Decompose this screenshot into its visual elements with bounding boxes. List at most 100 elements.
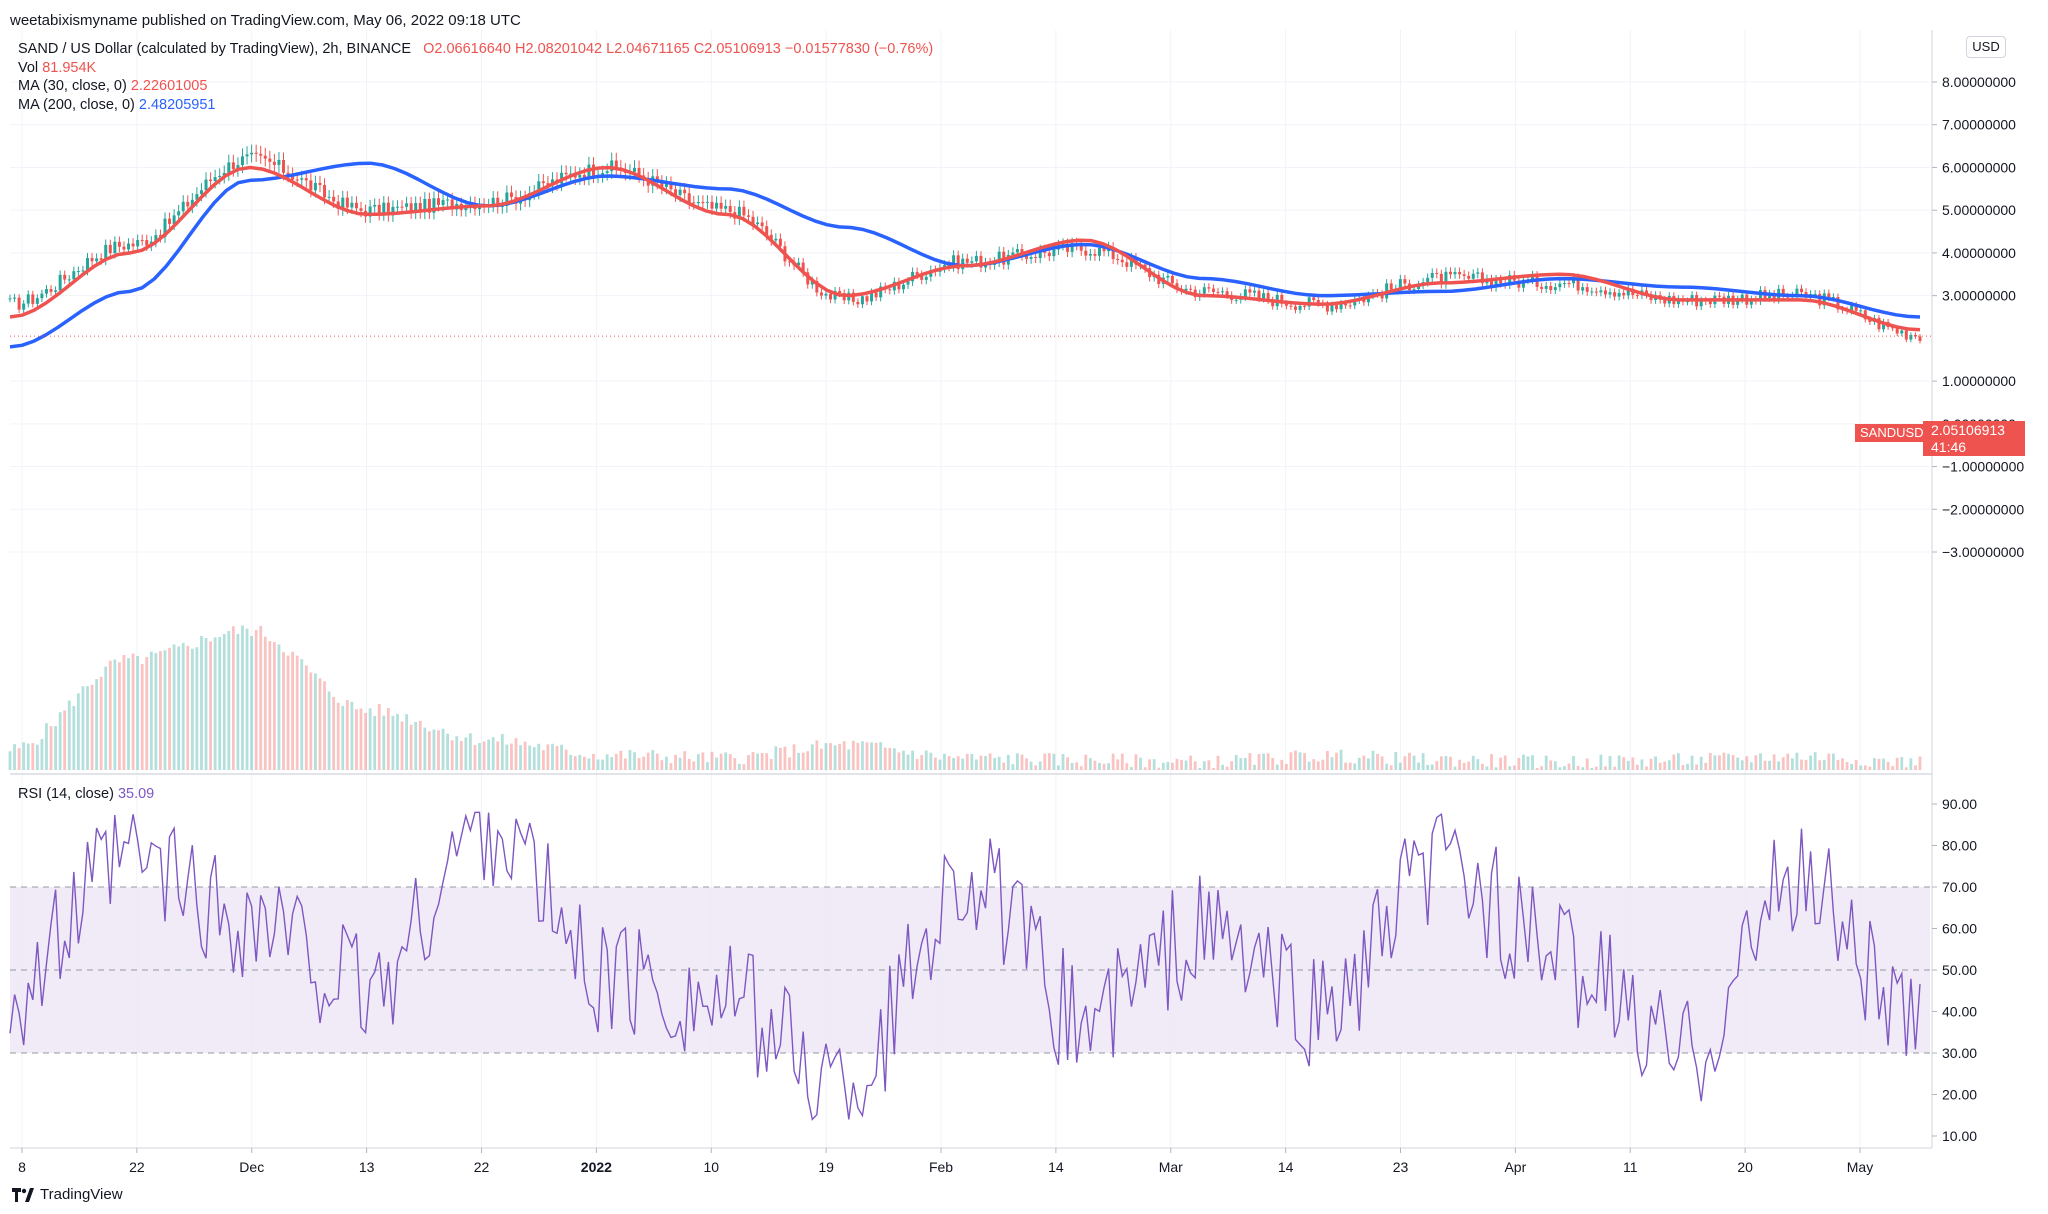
volume-bar [1426, 764, 1430, 770]
candle-body [1494, 279, 1498, 288]
candle-body [1740, 294, 1744, 300]
volume-bar [295, 655, 299, 770]
candle-body [1877, 317, 1881, 330]
volume-bar [26, 743, 30, 770]
candle-body [409, 203, 413, 213]
candle-body [1831, 297, 1835, 299]
volume-bar [965, 753, 969, 770]
volume-bar [1626, 760, 1630, 770]
candle-body [1280, 294, 1284, 304]
candle-body [774, 238, 778, 241]
volume-bar [1708, 752, 1712, 770]
symbol-title[interactable]: SAND / US Dollar (calculated by TradingV… [18, 41, 411, 57]
candle-body [427, 198, 431, 213]
volume-bar [573, 756, 577, 770]
volume-bar [45, 723, 48, 770]
volume-bar [637, 758, 641, 770]
volume-bar [906, 754, 910, 770]
candle-body [769, 234, 773, 241]
volume-bar [888, 747, 892, 770]
volume-bar [546, 744, 550, 770]
volume-bar [1772, 754, 1776, 770]
candle-body [1380, 293, 1384, 299]
currency-button[interactable]: USD [1966, 36, 2006, 58]
volume-bar [1134, 754, 1138, 770]
time-tick-label: 22 [474, 1159, 490, 1175]
volume-bar [140, 664, 144, 770]
candle-body [1581, 287, 1585, 291]
volume-bar [1763, 760, 1767, 770]
volume-bar [1271, 757, 1275, 770]
volume-bar [911, 750, 914, 770]
volume-bar [291, 651, 295, 770]
volume-bar [1914, 765, 1917, 770]
candle-body [956, 255, 960, 270]
candle-body [1476, 272, 1480, 274]
volume-bar [737, 763, 741, 770]
volume-bar [17, 748, 21, 770]
candle-body [1786, 296, 1790, 298]
volume-bar [172, 644, 176, 770]
volume-bar [1125, 763, 1129, 770]
low-value: L2.04671165 [606, 41, 690, 57]
volume-bar [733, 758, 737, 770]
volume-bar [1002, 762, 1006, 770]
volume-bar [195, 647, 199, 770]
volume-bar [1831, 753, 1835, 770]
candle-body [1248, 289, 1252, 293]
volume-bar [441, 728, 445, 770]
volume-bar [952, 758, 956, 770]
candle-body [1772, 293, 1776, 300]
ma200-row[interactable]: MA (200, close, 0) 2.48205951 [18, 96, 933, 115]
candle-body [1521, 279, 1525, 288]
volume-bar [1107, 763, 1110, 770]
volume-bar [1640, 759, 1644, 770]
volume-bar [1745, 756, 1749, 770]
time-tick-label: May [1847, 1159, 1873, 1175]
candle-body [1398, 279, 1402, 289]
candle-body [715, 202, 719, 209]
vol-row[interactable]: Vol 81.954K [18, 59, 933, 78]
volume-bar [1790, 758, 1794, 770]
tradingview-logo[interactable]: TradingView [12, 1186, 123, 1203]
volume-bar [993, 757, 997, 770]
volume-bar [1139, 757, 1142, 770]
volume-bar [136, 655, 140, 770]
volume-bar [1280, 759, 1284, 770]
volume-bar [1171, 762, 1174, 770]
volume-bar [318, 678, 322, 770]
candle-body [1417, 284, 1421, 290]
volume-bar [1038, 761, 1042, 770]
volume-bar [614, 753, 618, 770]
candle-body [742, 206, 746, 216]
candle-body [582, 174, 586, 178]
candle-body [81, 270, 85, 272]
candle-body [760, 222, 764, 227]
volume-bar [1617, 755, 1621, 770]
volume-bar [1471, 755, 1475, 770]
volume-bar [300, 659, 304, 770]
volume-bar [532, 747, 536, 770]
rsi-legend[interactable]: RSI (14, close) 35.09 [18, 786, 154, 802]
candle-body [400, 206, 404, 208]
volume-bar [469, 733, 472, 770]
candle-body [683, 189, 687, 194]
volume-bar [186, 645, 190, 770]
candle-body [254, 152, 258, 154]
volume-bar [1161, 762, 1165, 770]
candle-body [386, 202, 390, 216]
candle-body [1480, 272, 1484, 284]
volume-bar [1663, 761, 1667, 770]
candle-body [31, 294, 35, 304]
candle-body [633, 167, 637, 172]
candle-body [127, 243, 131, 250]
volume-bar [1430, 764, 1434, 770]
candle-body [1061, 243, 1065, 246]
price-tick-label: −1.00000000 [1942, 459, 2024, 475]
ma30-row[interactable]: MA (30, close, 0) 2.22601005 [18, 77, 933, 96]
volume-bar [1398, 762, 1402, 770]
volume-bar [1344, 762, 1348, 770]
candle-body [332, 196, 336, 202]
volume-bar [528, 745, 532, 770]
volume-bar [655, 753, 659, 770]
